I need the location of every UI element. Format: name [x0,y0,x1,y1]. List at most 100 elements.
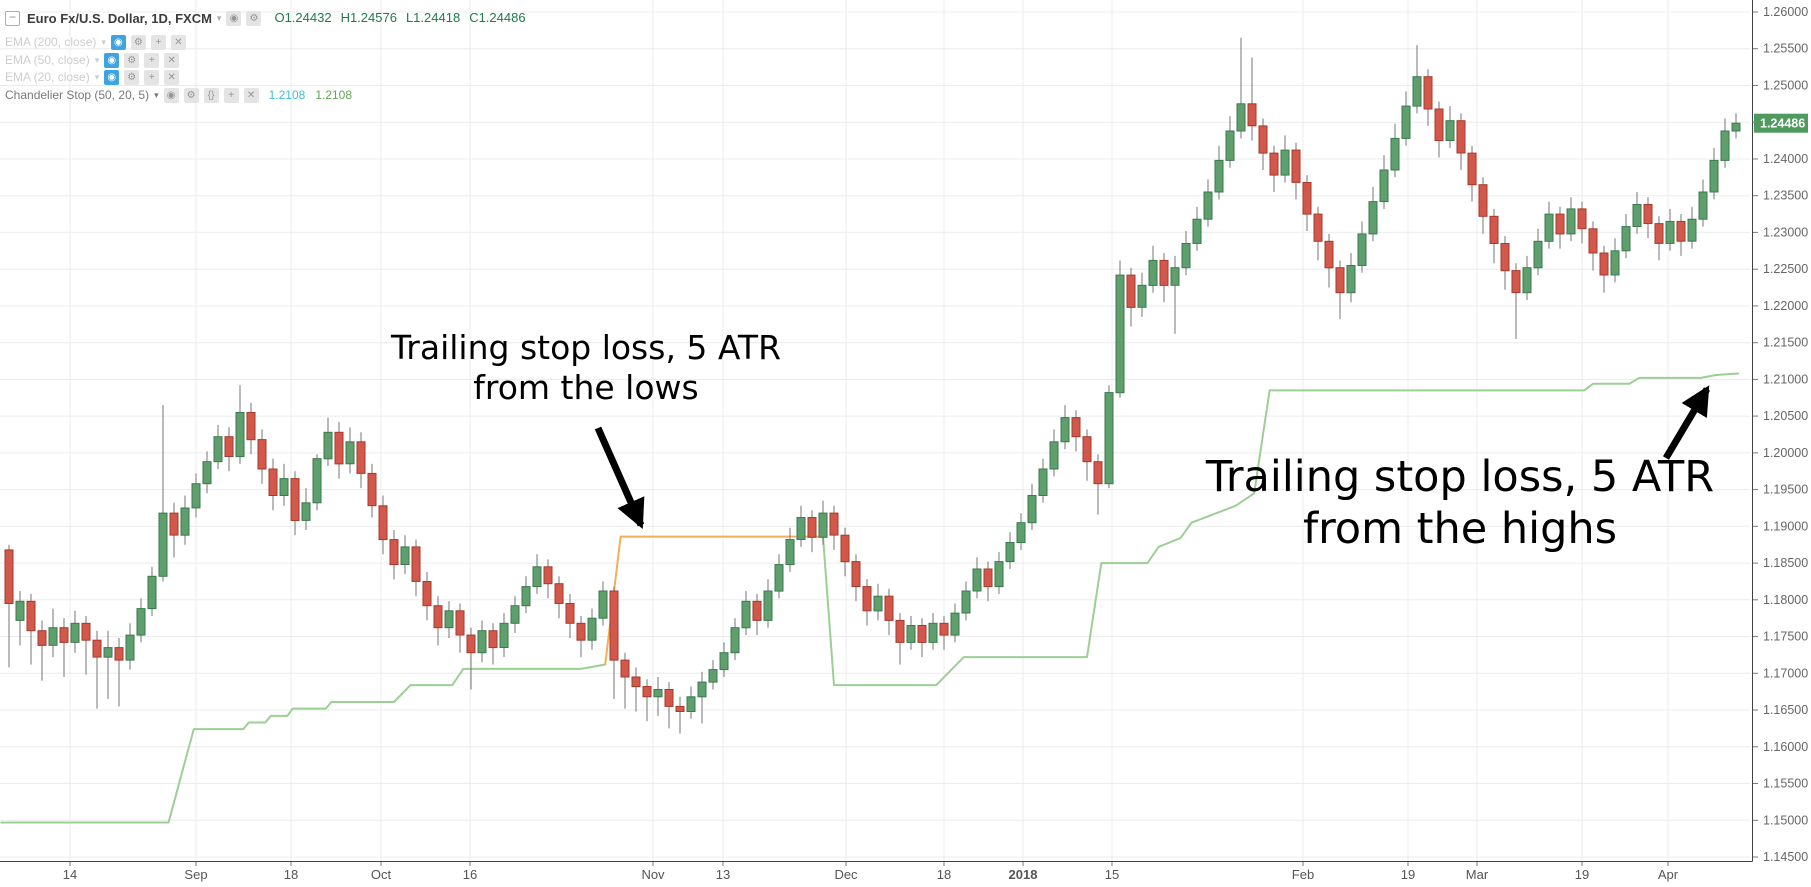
annotation-arrow-right[interactable] [1662,385,1711,460]
ohlc-o: O1.24432 [274,10,332,25]
price-tick-label: 1.14500 [1763,850,1808,864]
close-icon[interactable]: ✕ [170,34,186,50]
braces-icon[interactable]: {} [203,87,219,103]
chevron-down-icon[interactable]: ▾ [154,89,159,100]
ohlc-l: L1.24418 [405,10,461,25]
chevron-down-icon[interactable]: ▾ [216,12,222,23]
time-tick-label: Nov [641,867,665,882]
annotation-line: from the lows [473,367,699,407]
gear-icon[interactable]: ⚙ [183,87,199,103]
eye-icon[interactable]: ◉ [104,52,120,68]
time-tick-label: 19 [1401,867,1415,882]
indicator-row-ema-200: EMA (200, close) ▾ ◉ ⚙ + ✕ [5,34,186,50]
time-tick-label: 18 [284,867,298,882]
annotation-line: from the highs [1302,503,1618,554]
time-tick-label: 18 [937,867,951,882]
chevron-down-icon[interactable]: ▾ [94,71,100,82]
plus-icon[interactable]: + [223,87,239,103]
price-tick-label: 1.20500 [1763,409,1808,423]
symbol-row: − Euro Fx/U.S. Dollar, 1D, FXCM ▾ ◉ ⚙ O1… [5,10,526,26]
current-price-badge: 1.24486 [1754,113,1808,133]
chandelier-long-stop-left-line[interactable] [0,663,607,824]
time-tick-label: 13 [716,867,730,882]
price-axis[interactable]: 1.260001.255001.250001.245001.240001.235… [1753,5,1808,864]
time-tick-label: 19 [1575,867,1589,882]
time-tick-label: 15 [1105,867,1119,882]
chandelier-long-stop-right-line[interactable] [822,372,1740,687]
eye-icon[interactable]: ◉ [110,34,126,50]
chevron-down-icon[interactable]: ▾ [101,36,106,47]
time-axis[interactable]: 14 Sep 18 Oct 16 Nov 13 Dec 18 2018 15 Feb 19 Mar 19 Ap… [63,862,1679,882]
time-tick-label: 2018 [1009,867,1038,882]
indicator-label-ema-50[interactable]: EMA (50, close) [5,53,90,67]
price-tick-label: 1.21000 [1763,372,1808,386]
gear-icon[interactable]: ⚙ [124,52,140,68]
time-tick-label: Dec [834,867,858,882]
svg-text:1.24486: 1.24486 [1760,117,1805,131]
price-tick-label: 1.21500 [1763,336,1808,350]
price-tick-label: 1.22000 [1763,299,1808,313]
price-tick-label: 1.25500 [1763,42,1808,56]
price-tick-label: 1.18500 [1763,556,1808,570]
time-tick-label: Mar [1466,867,1489,882]
time-tick-label: 14 [63,867,77,882]
close-icon[interactable]: ✕ [164,69,180,85]
plus-icon[interactable]: + [150,34,166,50]
price-tick-label: 1.17000 [1763,666,1808,680]
price-tick-label: 1.17500 [1763,630,1808,644]
ohlc-values: O1.24432 H1.24576 L1.24418 C1.24486 [265,9,525,27]
price-tick-label: 1.19000 [1763,519,1808,533]
time-tick-label: Sep [184,867,207,882]
price-tick-label: 1.15500 [1763,777,1808,791]
price-tick-label: 1.26000 [1763,5,1808,19]
eye-icon[interactable]: ◉ [226,10,242,26]
annotation-arrow-left[interactable] [594,426,645,530]
eye-icon[interactable]: ◉ [163,87,179,103]
annotation-trailing-stop-lows[interactable]: Trailing stop loss, 5 ATR from the lows [391,328,781,407]
axis-borders [0,0,1753,862]
ohlc-c: C1.24486 [469,10,526,25]
close-icon[interactable]: ✕ [164,52,180,68]
price-tick-label: 1.25000 [1763,79,1808,93]
indicator-label-ema-200[interactable]: EMA (200, close) [5,35,97,49]
close-icon[interactable]: ✕ [243,87,259,103]
price-tick-label: 1.24000 [1763,152,1808,166]
price-tick-label: 1.16000 [1763,740,1808,754]
annotation-line: Trailing stop loss, 5 ATR [390,328,782,367]
indicator-row-ema-50: EMA (50, close) ▾ ◉ ⚙ + ✕ [5,52,180,68]
gear-icon[interactable]: ⚙ [124,69,140,85]
time-tick-label: Oct [371,867,392,882]
eye-icon[interactable]: ◉ [104,69,120,85]
plus-icon[interactable]: + [144,52,160,68]
price-tick-label: 1.19500 [1763,483,1808,497]
plus-icon[interactable]: + [144,69,160,85]
indicator-value: 1.2108 [268,88,306,102]
indicator-row-chandelier-stop: Chandelier Stop (50, 20, 5) ▾ ◉ ⚙{} + ✕ 1.2108… [5,87,352,103]
price-tick-label: 1.20000 [1763,446,1808,460]
indicator-label-chandelier-stop[interactable]: Chandelier Stop (50, 20, 5) [5,88,150,102]
indicator-label-ema-20[interactable]: EMA (20, close) [5,70,90,84]
gear-icon[interactable]: ⚙ [246,10,262,26]
indicator-row-ema-20: EMA (20, close) ▾ ◉ ⚙ + ✕ [5,69,180,85]
grid [0,0,1750,861]
annotation-trailing-stop-highs[interactable]: Trailing stop loss, 5 ATR from the highs [1206,452,1714,555]
indicator-value: 1.2108 [315,88,353,102]
price-tick-label: 1.16500 [1763,703,1808,717]
price-tick-label: 1.15000 [1763,813,1808,827]
price-tick-label: 1.22500 [1763,262,1808,276]
gear-icon[interactable]: ⚙ [130,34,146,50]
price-tick-label: 1.18000 [1763,593,1808,607]
time-tick-label: Apr [1658,867,1679,882]
annotation-line: Trailing stop loss, 5 ATR [1205,452,1715,502]
collapse-legend-button[interactable]: − [5,10,20,26]
symbol-title[interactable]: Euro Fx/U.S. Dollar, 1D, FXCM [27,10,212,26]
price-tick-label: 1.23000 [1763,225,1808,239]
price-tick-label: 1.23500 [1763,189,1808,203]
chevron-down-icon[interactable]: ▾ [94,54,100,65]
candles [4,37,1741,734]
ohlc-h: H1.24576 [340,10,397,25]
time-tick-label: Feb [1292,867,1314,882]
time-tick-label: 16 [463,867,477,882]
